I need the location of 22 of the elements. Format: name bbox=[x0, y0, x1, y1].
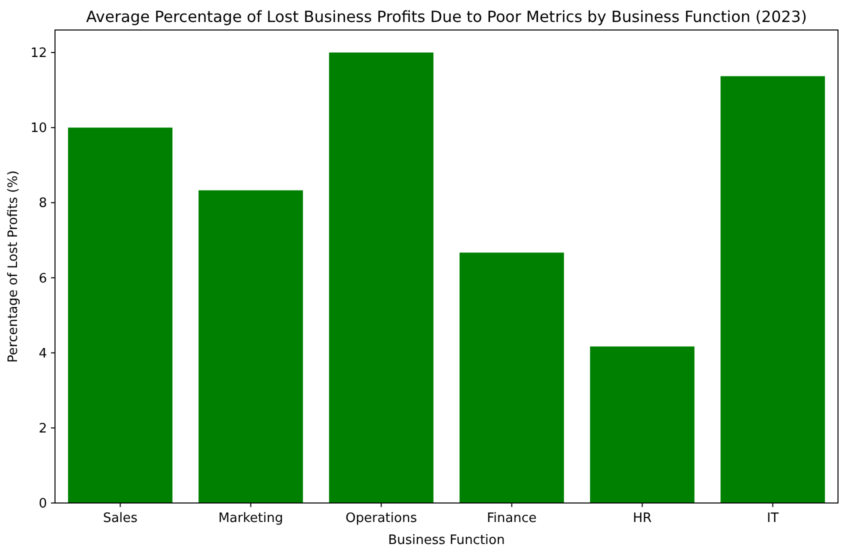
bar bbox=[460, 252, 564, 503]
y-tick-label: 2 bbox=[38, 421, 47, 436]
x-tick-label: IT bbox=[766, 511, 779, 526]
x-tick-label: Marketing bbox=[218, 511, 284, 526]
x-tick-label: Sales bbox=[102, 511, 138, 526]
y-tick-label: 0 bbox=[38, 496, 47, 512]
x-tick-label: Operations bbox=[346, 511, 418, 526]
x-tick-label: HR bbox=[632, 511, 652, 526]
y-axis-title: Percentage of Lost Profits (%) bbox=[6, 170, 21, 363]
y-tick-label: 8 bbox=[38, 196, 47, 212]
chart-title: Average Percentage of Lost Business Profits Due to Poor Metrics by Business Function (2023) bbox=[86, 8, 807, 26]
bar bbox=[68, 128, 172, 503]
y-tick-label: 10 bbox=[30, 121, 47, 136]
bar bbox=[720, 76, 825, 503]
x-axis-title: Business Function bbox=[388, 533, 505, 548]
y-tick-label: 12 bbox=[30, 46, 47, 62]
bar bbox=[329, 52, 434, 503]
bar bbox=[198, 190, 303, 503]
x-tick-label: Finance bbox=[486, 511, 537, 526]
y-tick-label: 4 bbox=[38, 346, 47, 362]
bar bbox=[590, 346, 694, 503]
y-tick-label: 6 bbox=[38, 271, 47, 286]
